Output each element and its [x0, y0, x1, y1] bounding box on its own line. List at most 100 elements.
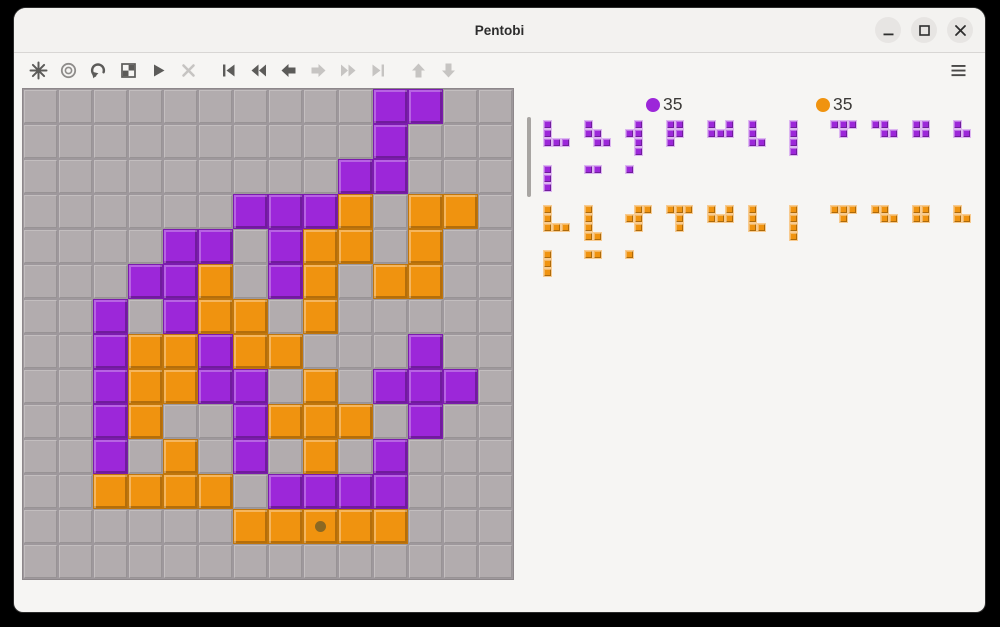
board-cell[interactable] — [233, 89, 268, 124]
board-cell[interactable] — [93, 544, 128, 579]
board-cell[interactable] — [408, 124, 443, 159]
rated-game-button[interactable] — [53, 56, 83, 86]
board-cell[interactable] — [198, 439, 233, 474]
board-cell[interactable] — [478, 264, 513, 299]
board-cell[interactable] — [93, 264, 128, 299]
board-cell[interactable] — [303, 544, 338, 579]
menu-button[interactable] — [943, 56, 973, 86]
board-cell[interactable] — [373, 264, 408, 299]
board-cell[interactable] — [373, 404, 408, 439]
board-cell[interactable] — [163, 544, 198, 579]
board-cell[interactable] — [338, 509, 373, 544]
board-cell[interactable] — [373, 124, 408, 159]
piece-t5-orange[interactable] — [666, 205, 693, 232]
board-cell[interactable] — [198, 229, 233, 264]
board-cell[interactable] — [198, 369, 233, 404]
board-cell[interactable] — [93, 89, 128, 124]
board-cell[interactable] — [338, 544, 373, 579]
board-cell[interactable] — [373, 544, 408, 579]
board-cell[interactable] — [58, 439, 93, 474]
board-cell[interactable] — [303, 159, 338, 194]
board-cell[interactable] — [478, 404, 513, 439]
board-cell[interactable] — [478, 509, 513, 544]
board-cell[interactable] — [443, 194, 478, 229]
board-cell[interactable] — [373, 439, 408, 474]
piece-m1-orange[interactable] — [625, 250, 634, 259]
board-cell[interactable] — [338, 89, 373, 124]
board-cell[interactable] — [58, 334, 93, 369]
board-cell[interactable] — [128, 89, 163, 124]
board-cell[interactable] — [268, 159, 303, 194]
board-cell[interactable] — [443, 439, 478, 474]
board-cell[interactable] — [198, 89, 233, 124]
board-cell[interactable] — [128, 404, 163, 439]
piece-f5-orange[interactable] — [625, 205, 652, 232]
board-cell[interactable] — [268, 124, 303, 159]
board-cell[interactable] — [268, 299, 303, 334]
board-cell[interactable] — [303, 369, 338, 404]
board-cell[interactable] — [198, 474, 233, 509]
board-cell[interactable] — [233, 194, 268, 229]
piece-i4-purple[interactable] — [789, 120, 798, 156]
board-cell[interactable] — [478, 369, 513, 404]
close-button[interactable] — [947, 17, 973, 43]
piece-u5-purple[interactable] — [707, 120, 734, 138]
titlebar[interactable]: Pentobi — [14, 8, 985, 53]
board-cell[interactable] — [408, 404, 443, 439]
piece-t4-purple[interactable] — [830, 120, 857, 138]
board-cell[interactable] — [268, 194, 303, 229]
board-cell[interactable] — [268, 264, 303, 299]
board-cell[interactable] — [338, 404, 373, 439]
board-cell[interactable] — [233, 124, 268, 159]
board-cell[interactable] — [478, 124, 513, 159]
piece-v3-orange[interactable] — [953, 205, 971, 223]
board-cell[interactable] — [303, 299, 338, 334]
piece-l4-purple[interactable] — [748, 120, 766, 147]
board-cell[interactable] — [128, 229, 163, 264]
board-cell[interactable] — [163, 159, 198, 194]
board-cell[interactable] — [128, 159, 163, 194]
piece-l5-orange[interactable] — [584, 205, 602, 241]
board-cell[interactable] — [373, 89, 408, 124]
board-cell[interactable] — [128, 299, 163, 334]
board-cell[interactable] — [373, 229, 408, 264]
piece-d2-orange[interactable] — [584, 250, 602, 259]
board-cell[interactable] — [338, 264, 373, 299]
find-move-button[interactable] — [113, 56, 143, 86]
board-cell[interactable] — [268, 404, 303, 439]
piece-l4-orange[interactable] — [748, 205, 766, 232]
board-cell[interactable] — [128, 439, 163, 474]
board-cell[interactable] — [23, 404, 58, 439]
piece-y5-purple[interactable] — [625, 120, 643, 156]
board-cell[interactable] — [93, 439, 128, 474]
board-cell[interactable] — [93, 334, 128, 369]
board-cell[interactable] — [93, 229, 128, 264]
piece-u5-orange[interactable] — [707, 205, 734, 223]
board-cell[interactable] — [128, 334, 163, 369]
board-cell[interactable] — [163, 264, 198, 299]
board-cell[interactable] — [93, 159, 128, 194]
board-cell[interactable] — [58, 509, 93, 544]
board-cell[interactable] — [303, 264, 338, 299]
piece-i4-orange[interactable] — [789, 205, 798, 241]
board-cell[interactable] — [198, 299, 233, 334]
board-cell[interactable] — [408, 509, 443, 544]
minimize-button[interactable] — [875, 17, 901, 43]
piece-t4-orange[interactable] — [830, 205, 857, 223]
board-cell[interactable] — [443, 404, 478, 439]
board-cell[interactable] — [303, 334, 338, 369]
board-cell[interactable] — [163, 439, 198, 474]
board-cell[interactable] — [408, 194, 443, 229]
board-cell[interactable] — [163, 334, 198, 369]
new-game-button[interactable] — [23, 56, 53, 86]
board-cell[interactable] — [233, 439, 268, 474]
piece-i3-purple[interactable] — [543, 165, 552, 192]
board-cell[interactable] — [338, 334, 373, 369]
board-cell[interactable] — [233, 509, 268, 544]
board-cell[interactable] — [478, 194, 513, 229]
computer-play-button[interactable] — [143, 56, 173, 86]
board-cell[interactable] — [338, 229, 373, 264]
board-cell[interactable] — [338, 124, 373, 159]
board-cell[interactable] — [23, 194, 58, 229]
piece-o4-orange[interactable] — [912, 205, 930, 223]
